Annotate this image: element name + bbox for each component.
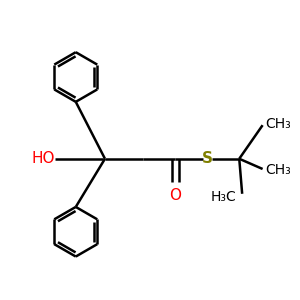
Text: S: S [202, 151, 213, 166]
Text: HO: HO [32, 151, 55, 166]
Text: CH₃: CH₃ [266, 117, 291, 131]
Text: CH₃: CH₃ [266, 164, 291, 177]
Text: O: O [169, 188, 181, 203]
Text: H₃C: H₃C [211, 190, 236, 204]
